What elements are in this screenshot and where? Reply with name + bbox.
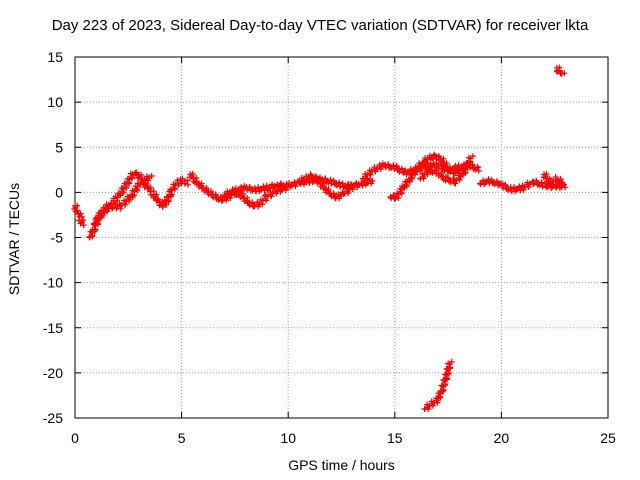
chart-title: Day 223 of 2023, Sidereal Day-to-day VTE… xyxy=(51,17,589,34)
y-tick-label: -15 xyxy=(43,320,63,336)
data-point xyxy=(77,220,84,227)
data-series-arc-10 xyxy=(540,171,566,188)
data-point xyxy=(331,194,338,201)
data-point xyxy=(338,192,344,199)
data-point xyxy=(363,175,370,182)
data-point xyxy=(336,183,343,190)
x-tick-label: 25 xyxy=(600,430,616,446)
data-point xyxy=(350,182,357,189)
y-tick-label: 10 xyxy=(47,94,63,110)
data-point xyxy=(185,181,191,188)
data-point xyxy=(273,190,280,197)
data-point xyxy=(558,180,565,187)
data-point xyxy=(562,184,569,191)
x-tick-label: 10 xyxy=(280,430,296,446)
data-points xyxy=(71,64,569,412)
data-point xyxy=(229,186,236,193)
data-point xyxy=(163,201,170,208)
data-point xyxy=(241,198,248,205)
data-point xyxy=(496,181,503,188)
data-point xyxy=(114,194,121,201)
y-tick-label: -10 xyxy=(43,275,63,291)
data-point xyxy=(280,182,287,189)
data-series-arc-start xyxy=(71,202,87,229)
data-series-arc-5 xyxy=(295,171,360,202)
data-point xyxy=(423,159,430,166)
data-point xyxy=(181,180,188,187)
data-point xyxy=(184,177,191,184)
data-series-arc-1 xyxy=(86,169,191,241)
data-point xyxy=(367,171,374,178)
data-point xyxy=(429,154,436,161)
y-tick-label: 5 xyxy=(55,139,63,155)
data-point xyxy=(549,181,556,188)
data-point xyxy=(447,179,454,186)
y-tick-label: -25 xyxy=(43,410,63,426)
x-axis: 0 5 10 15 20 25 xyxy=(71,57,616,446)
data-point xyxy=(559,179,566,186)
data-point xyxy=(429,402,436,409)
data-point xyxy=(197,182,204,189)
y-tick-label: 15 xyxy=(47,49,63,65)
data-point xyxy=(145,177,152,184)
y-tick-label: 0 xyxy=(55,184,63,200)
data-point xyxy=(452,180,459,187)
x-axis-label: GPS time / hours xyxy=(288,457,395,473)
data-point xyxy=(474,164,481,171)
data-point xyxy=(99,212,106,219)
data-point xyxy=(422,163,429,170)
data-point xyxy=(259,201,266,208)
data-point xyxy=(469,153,476,160)
data-series-arc-outlier-low xyxy=(421,358,455,412)
data-point xyxy=(369,177,376,184)
data-point xyxy=(475,167,482,174)
data-point xyxy=(561,70,568,77)
data-point xyxy=(513,185,520,192)
data-point xyxy=(122,201,129,208)
data-series-arc-outlier-high xyxy=(553,64,568,77)
y-tick-label: -20 xyxy=(43,365,63,381)
data-point xyxy=(146,174,153,181)
data-point xyxy=(306,174,312,181)
data-point xyxy=(456,176,463,183)
grid-lines xyxy=(75,57,608,418)
data-point xyxy=(538,180,545,186)
data-point xyxy=(349,186,356,193)
data-point xyxy=(525,184,532,190)
data-point xyxy=(377,166,384,173)
data-series-arc-8 xyxy=(417,153,476,187)
data-point xyxy=(505,187,512,194)
x-tick-label: 15 xyxy=(387,430,403,446)
y-axis: -25 -20 -15 -10 -5 0 5 10 15 xyxy=(43,49,608,426)
y-tick-label: -5 xyxy=(51,230,64,246)
data-point xyxy=(345,190,352,197)
y-axis-label: SDTVAR / TECUs xyxy=(6,182,22,296)
data-point xyxy=(556,67,563,74)
data-point xyxy=(80,222,87,229)
data-point xyxy=(268,193,275,200)
data-series-arc-2 xyxy=(90,173,155,227)
x-tick-label: 20 xyxy=(494,430,510,446)
data-point xyxy=(448,358,455,365)
data-point xyxy=(117,205,124,212)
x-tick-label: 5 xyxy=(178,430,186,446)
x-tick-label: 0 xyxy=(71,430,79,446)
data-point xyxy=(140,181,147,188)
data-point xyxy=(78,213,85,220)
data-series-arc-7 xyxy=(387,151,471,202)
data-point xyxy=(275,183,282,190)
data-point xyxy=(388,165,395,171)
data-point xyxy=(274,182,281,189)
data-point xyxy=(425,406,432,412)
data-point xyxy=(263,197,270,204)
